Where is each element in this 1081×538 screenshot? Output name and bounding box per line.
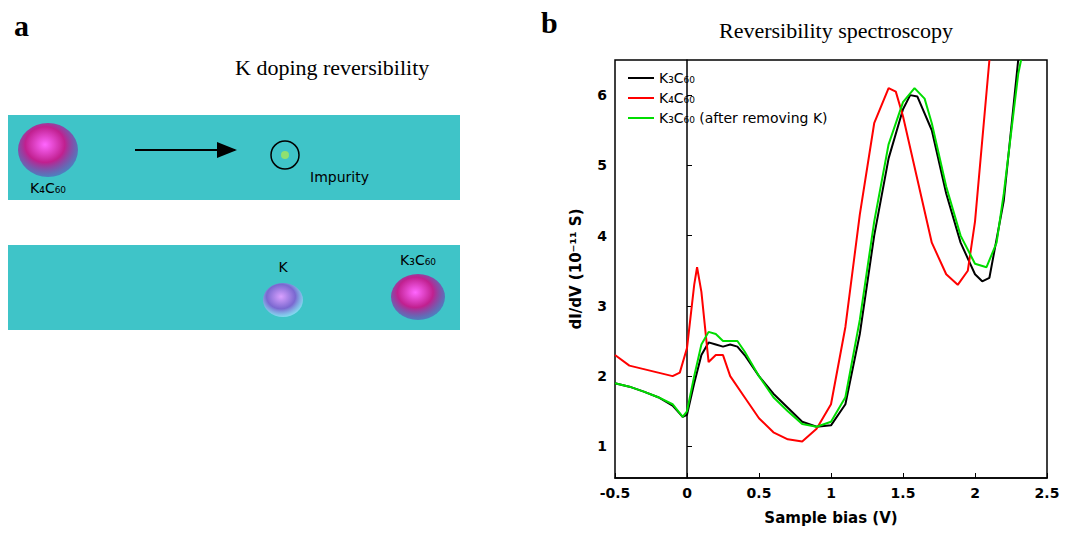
svg-text:2: 2: [970, 485, 980, 501]
svg-text:2.5: 2.5: [1035, 485, 1060, 501]
svg-text:2: 2: [597, 368, 607, 384]
svg-text:1.5: 1.5: [891, 485, 916, 501]
svg-text:K₃C₆₀ (after removing K): K₃C₆₀ (after removing K): [659, 110, 828, 126]
svg-text:K₄C₆₀: K₄C₆₀: [659, 90, 695, 106]
svg-text:0: 0: [682, 485, 692, 501]
svg-text:4: 4: [597, 228, 607, 244]
svg-text:0.5: 0.5: [747, 485, 772, 501]
svg-text:3: 3: [597, 298, 607, 314]
svg-text:K₄C₆₀: K₄C₆₀: [30, 180, 66, 196]
svg-text:5: 5: [597, 157, 607, 173]
svg-text:K₃C₆₀: K₃C₆₀: [400, 252, 436, 268]
svg-text:K: K: [278, 259, 288, 275]
svg-text:dI/dV (10⁻¹¹ S): dI/dV (10⁻¹¹ S): [567, 208, 585, 329]
svg-text:-0.5: -0.5: [600, 485, 631, 501]
svg-text:Sample bias (V): Sample bias (V): [764, 509, 897, 527]
svg-text:1: 1: [597, 438, 607, 454]
svg-text:K doping reversibility: K doping reversibility: [235, 55, 429, 80]
svg-text:Reversibility spectroscopy: Reversibility spectroscopy: [719, 18, 953, 43]
svg-text:a: a: [14, 9, 29, 42]
svg-text:b: b: [541, 6, 558, 39]
svg-text:1: 1: [826, 485, 836, 501]
svg-text:K₃C₆₀: K₃C₆₀: [659, 70, 695, 86]
svg-text:Impurity: Impurity: [310, 169, 369, 185]
svg-text:6: 6: [597, 87, 607, 103]
